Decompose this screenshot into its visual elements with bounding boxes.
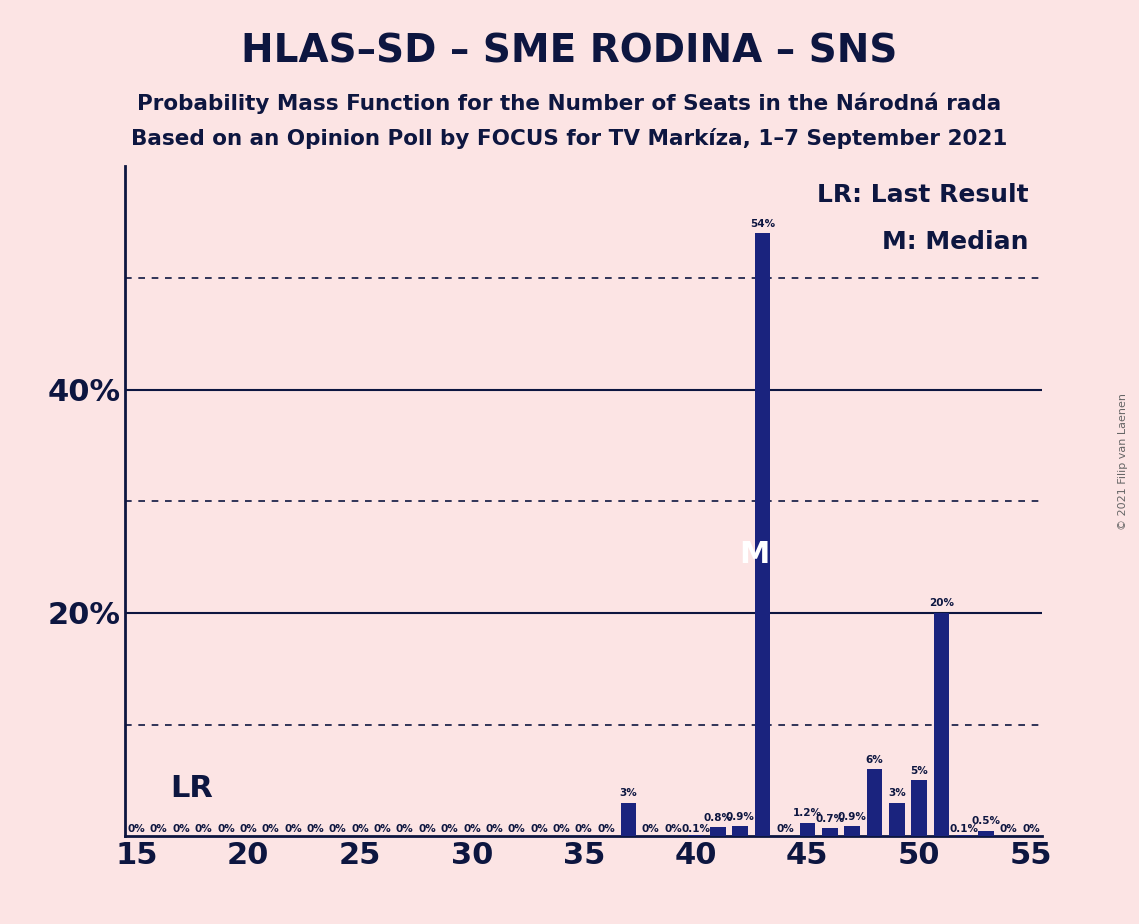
Bar: [732, 826, 748, 836]
Text: 0.1%: 0.1%: [681, 824, 710, 834]
Text: 0%: 0%: [329, 824, 346, 834]
Text: 0%: 0%: [172, 824, 190, 834]
Bar: [822, 829, 837, 836]
Bar: [710, 827, 726, 836]
Text: 0%: 0%: [776, 824, 794, 834]
Text: 0%: 0%: [218, 824, 235, 834]
Text: 0%: 0%: [1022, 824, 1040, 834]
Text: 0%: 0%: [262, 824, 279, 834]
Text: 0.9%: 0.9%: [837, 811, 867, 821]
Bar: [911, 781, 927, 836]
Text: 0%: 0%: [575, 824, 592, 834]
Text: 0%: 0%: [418, 824, 436, 834]
Text: M: M: [739, 541, 770, 569]
Bar: [800, 823, 816, 836]
Text: 0%: 0%: [150, 824, 167, 834]
Text: 0%: 0%: [642, 824, 659, 834]
Bar: [934, 613, 950, 836]
Text: 0%: 0%: [664, 824, 682, 834]
Text: 0%: 0%: [239, 824, 257, 834]
Text: 0.5%: 0.5%: [972, 816, 1001, 826]
Text: © 2021 Filip van Laenen: © 2021 Filip van Laenen: [1117, 394, 1128, 530]
Bar: [978, 831, 994, 836]
Bar: [890, 803, 904, 836]
Bar: [755, 233, 770, 836]
Text: 6%: 6%: [866, 755, 884, 765]
Text: 0.8%: 0.8%: [704, 813, 732, 823]
Text: 0%: 0%: [508, 824, 525, 834]
Text: 0%: 0%: [441, 824, 458, 834]
Bar: [867, 769, 883, 836]
Text: 0%: 0%: [485, 824, 503, 834]
Text: 0.7%: 0.7%: [816, 814, 844, 824]
Text: M: Median: M: Median: [882, 230, 1029, 254]
Text: 0%: 0%: [597, 824, 615, 834]
Text: 1.2%: 1.2%: [793, 808, 822, 819]
Text: 0%: 0%: [464, 824, 481, 834]
Text: 0%: 0%: [374, 824, 392, 834]
Text: LR: LR: [170, 773, 213, 803]
Text: 5%: 5%: [910, 766, 928, 776]
Text: 0%: 0%: [195, 824, 213, 834]
Text: 0.9%: 0.9%: [726, 811, 755, 821]
Text: LR: Last Result: LR: Last Result: [817, 183, 1029, 207]
Text: Probability Mass Function for the Number of Seats in the Národná rada: Probability Mass Function for the Number…: [138, 92, 1001, 114]
Text: 0%: 0%: [284, 824, 302, 834]
Text: 20%: 20%: [929, 599, 954, 609]
Text: 0%: 0%: [530, 824, 548, 834]
Bar: [621, 803, 637, 836]
Text: Based on an Opinion Poll by FOCUS for TV Markíza, 1–7 September 2021: Based on an Opinion Poll by FOCUS for TV…: [131, 128, 1008, 149]
Text: 54%: 54%: [751, 219, 776, 229]
Bar: [956, 835, 972, 836]
Bar: [688, 835, 704, 836]
Text: 0%: 0%: [128, 824, 146, 834]
Text: 0%: 0%: [396, 824, 413, 834]
Text: 0%: 0%: [351, 824, 369, 834]
Text: HLAS–SD – SME RODINA – SNS: HLAS–SD – SME RODINA – SNS: [241, 32, 898, 70]
Bar: [844, 826, 860, 836]
Text: 3%: 3%: [620, 788, 638, 798]
Text: 0.1%: 0.1%: [950, 824, 978, 834]
Text: 0%: 0%: [306, 824, 325, 834]
Text: 0%: 0%: [552, 824, 571, 834]
Text: 0%: 0%: [1000, 824, 1017, 834]
Text: 3%: 3%: [888, 788, 906, 798]
